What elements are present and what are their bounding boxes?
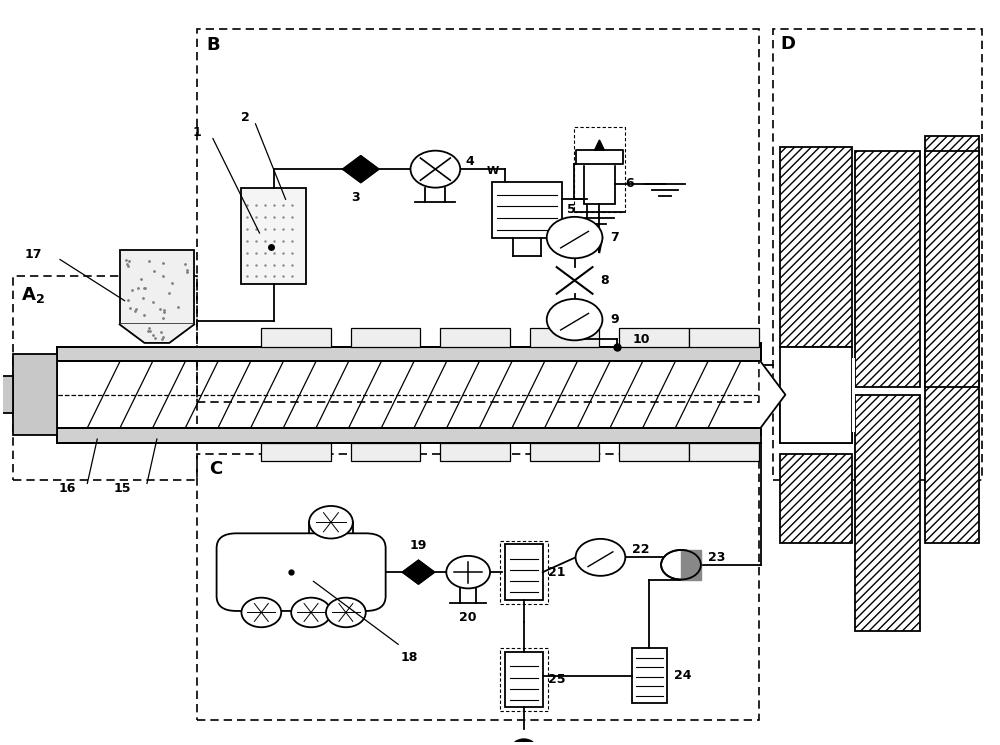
Text: 5: 5 [567, 203, 575, 216]
Circle shape [326, 597, 366, 627]
Bar [925, 136, 979, 542]
Circle shape [241, 597, 281, 627]
Text: B: B [207, 36, 220, 54]
Text: W: W [487, 166, 499, 176]
Bar [351, 443, 420, 461]
Text: 8: 8 [600, 274, 609, 287]
Bar [780, 454, 852, 542]
Bar [197, 454, 759, 720]
Text: 7: 7 [610, 231, 619, 244]
Bar [780, 147, 852, 346]
Bar [0, 376, 13, 413]
Bar [530, 443, 599, 461]
Bar [689, 328, 759, 346]
Text: 21: 21 [548, 565, 565, 579]
Circle shape [291, 597, 331, 627]
Bar [505, 545, 543, 600]
Polygon shape [403, 560, 434, 584]
Polygon shape [576, 150, 623, 164]
Bar [13, 354, 57, 435]
Bar [584, 164, 615, 204]
Polygon shape [120, 324, 194, 343]
Circle shape [661, 550, 701, 580]
Bar [619, 443, 689, 461]
Text: 9: 9 [610, 313, 619, 326]
Bar [925, 150, 979, 387]
Bar [440, 328, 510, 346]
Polygon shape [343, 156, 379, 183]
Polygon shape [594, 140, 604, 150]
Bar [780, 395, 852, 443]
Text: 15: 15 [113, 482, 131, 495]
Polygon shape [681, 550, 701, 580]
Bar [505, 652, 543, 707]
Text: C: C [209, 460, 222, 478]
Bar [530, 328, 599, 346]
Bar [619, 328, 689, 346]
Bar [852, 358, 855, 431]
Bar [574, 127, 625, 212]
Bar [261, 443, 331, 461]
Circle shape [512, 739, 536, 745]
Circle shape [576, 539, 625, 576]
Text: 6: 6 [625, 177, 634, 191]
Bar [500, 648, 548, 711]
Bar [773, 28, 982, 480]
Bar [120, 250, 194, 324]
Circle shape [446, 556, 490, 589]
Bar [197, 28, 759, 402]
Bar [241, 188, 306, 284]
Bar [351, 328, 420, 346]
Text: 25: 25 [548, 673, 565, 686]
Bar [57, 346, 761, 361]
Bar [500, 541, 548, 603]
Text: 10: 10 [632, 333, 650, 346]
Text: 2: 2 [241, 111, 249, 124]
Text: 16: 16 [59, 482, 76, 495]
Bar [57, 428, 761, 443]
Text: 1: 1 [193, 126, 202, 139]
Text: 19: 19 [410, 539, 427, 552]
Bar [780, 346, 852, 443]
Text: 23: 23 [708, 551, 725, 564]
Text: 20: 20 [459, 612, 477, 624]
Polygon shape [761, 361, 785, 428]
Bar [689, 443, 759, 461]
Text: 18: 18 [401, 650, 418, 664]
Bar [261, 328, 331, 346]
Text: 17: 17 [25, 247, 43, 261]
FancyBboxPatch shape [217, 533, 386, 611]
Circle shape [547, 217, 602, 259]
Circle shape [309, 506, 353, 539]
Circle shape [547, 299, 602, 340]
Text: D: D [780, 34, 795, 53]
Text: 22: 22 [632, 543, 650, 557]
Circle shape [411, 150, 460, 188]
Bar [632, 648, 667, 703]
Bar [855, 150, 920, 387]
Bar [855, 395, 920, 631]
Bar [492, 182, 562, 238]
Text: 24: 24 [674, 669, 691, 682]
Text: $\mathbf{A_2}$: $\mathbf{A_2}$ [21, 285, 45, 305]
Text: 4: 4 [465, 155, 474, 168]
Bar [13, 276, 197, 480]
Text: 3: 3 [351, 191, 360, 203]
Bar [440, 443, 510, 461]
